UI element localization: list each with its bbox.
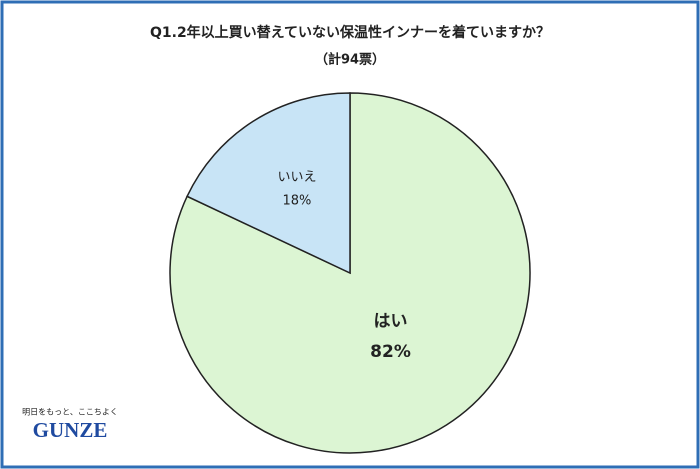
slice-value-label: 18% [283, 194, 312, 209]
slice-label: いいえ [277, 170, 316, 185]
pie-slice [186, 92, 351, 275]
logo-tagline: 明日をもっと、ここちよく [22, 408, 118, 417]
slice-label: はい [374, 312, 408, 332]
slice-value-label: 82% [370, 342, 411, 362]
pie-slice [169, 92, 531, 454]
chart-title: Q1.2年以上買い替えていない保温性インナーを着ていますか？ [150, 24, 550, 41]
chart-subtitle: （計94票） [315, 52, 385, 68]
logo-name: GUNZE [33, 418, 108, 442]
